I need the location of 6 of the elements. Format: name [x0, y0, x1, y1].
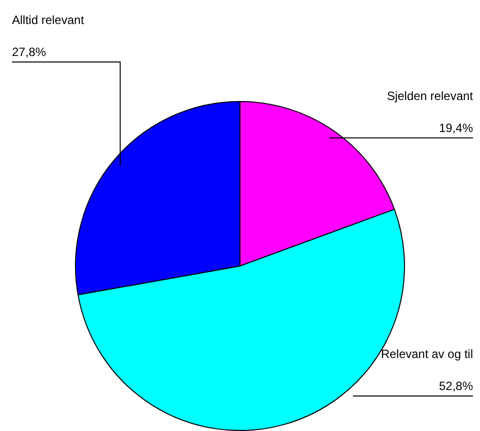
data-label: 19,4%	[438, 120, 474, 135]
slice-label: Alltid relevant	[12, 13, 85, 27]
data-label: 27,8%	[12, 45, 46, 59]
slice-label: Relevant av og til	[380, 347, 473, 361]
slice-label: Sjelden relevant	[386, 88, 474, 103]
data-label: 52,8%	[438, 379, 474, 393]
